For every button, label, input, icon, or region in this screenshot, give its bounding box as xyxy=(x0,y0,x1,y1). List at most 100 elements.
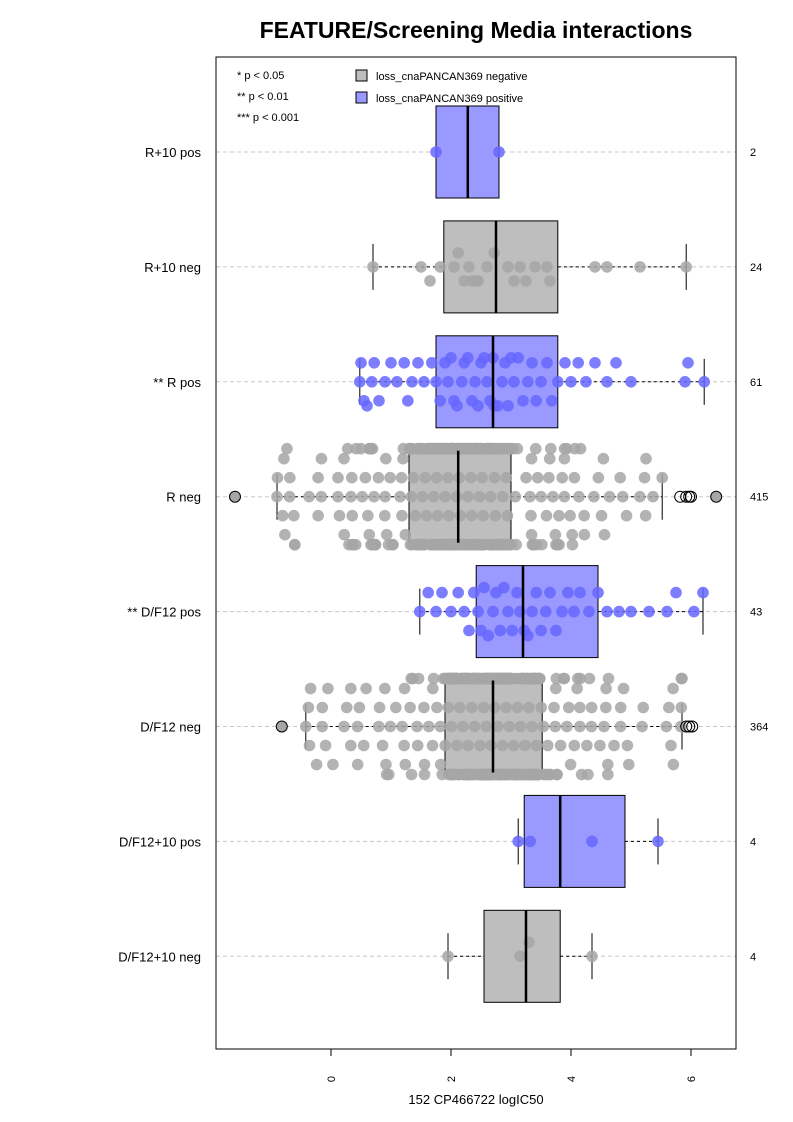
data-point xyxy=(300,720,312,733)
group-counts: 2 24 61 415 43 364 4 4 xyxy=(750,147,768,963)
data-point xyxy=(442,509,455,522)
data-point xyxy=(578,509,590,522)
data-point xyxy=(385,357,397,369)
data-point xyxy=(566,528,578,541)
data-point xyxy=(372,471,385,484)
data-point xyxy=(422,586,435,599)
data-point xyxy=(367,261,379,273)
data-point xyxy=(548,701,560,714)
data-point xyxy=(688,605,700,618)
data-point xyxy=(526,720,538,733)
data-point xyxy=(448,261,460,273)
data-point xyxy=(676,672,688,685)
outlier-point xyxy=(683,720,696,733)
data-point xyxy=(583,605,595,618)
data-point xyxy=(288,509,300,522)
data-point xyxy=(511,701,524,714)
data-point xyxy=(574,672,586,685)
data-point xyxy=(574,701,586,714)
data-point xyxy=(353,701,366,714)
legend-label: loss_cnaPANCAN369 negative xyxy=(376,71,527,83)
data-point xyxy=(366,442,379,455)
data-point xyxy=(426,357,438,369)
data-point xyxy=(625,376,637,388)
data-point xyxy=(634,490,646,503)
data-point xyxy=(340,701,353,714)
data-point xyxy=(439,490,451,503)
data-point xyxy=(640,452,652,465)
data-point xyxy=(636,720,648,733)
data-point xyxy=(510,538,522,551)
data-point xyxy=(434,261,447,273)
data-point xyxy=(398,682,411,695)
data-point xyxy=(315,490,328,503)
data-point xyxy=(396,720,408,733)
data-point xyxy=(436,586,448,599)
plot-frame xyxy=(215,56,737,1050)
group-count: 4 xyxy=(750,836,756,848)
data-point xyxy=(319,739,332,752)
data-point xyxy=(564,509,576,522)
data-point xyxy=(316,701,329,714)
data-point xyxy=(434,720,447,733)
data-point xyxy=(478,352,490,364)
data-point xyxy=(380,758,392,771)
data-point xyxy=(451,739,463,752)
data-point xyxy=(315,452,328,465)
data-point xyxy=(398,739,410,752)
data-point xyxy=(361,400,373,412)
data-point xyxy=(487,605,499,618)
data-point xyxy=(312,471,324,484)
significance-legend-entry: *** p < 0.001 xyxy=(237,112,299,124)
data-point xyxy=(488,471,501,484)
data-point xyxy=(578,528,591,541)
data-point xyxy=(550,624,562,637)
data-point xyxy=(500,701,513,714)
data-point xyxy=(601,261,613,273)
data-point xyxy=(614,471,626,484)
data-point xyxy=(369,538,382,551)
data-point xyxy=(476,471,489,484)
data-point xyxy=(465,471,477,484)
data-point xyxy=(525,528,538,541)
data-point xyxy=(304,682,317,695)
outlier-point xyxy=(680,720,693,733)
data-point xyxy=(422,720,435,733)
data-point xyxy=(656,471,668,484)
data-point xyxy=(670,586,682,599)
data-point xyxy=(531,471,544,484)
data-point xyxy=(525,509,537,522)
x-tick-label: 4 xyxy=(566,1076,578,1082)
data-point xyxy=(349,538,362,551)
data-point xyxy=(333,509,346,522)
data-point xyxy=(530,395,542,407)
data-point xyxy=(356,490,369,503)
data-point xyxy=(376,739,389,752)
data-point xyxy=(445,720,458,733)
data-point xyxy=(271,490,283,503)
x-tick-label: 6 xyxy=(686,1076,698,1082)
data-point xyxy=(562,586,574,599)
boxes xyxy=(276,105,705,1003)
data-point xyxy=(427,682,439,695)
data-point xyxy=(595,509,608,522)
outlier-point xyxy=(680,490,693,503)
x-axis-label: 152 CP466722 logIC50 xyxy=(408,1092,543,1107)
data-point xyxy=(493,146,505,158)
data-point xyxy=(602,768,614,781)
data-point xyxy=(660,720,673,733)
data-point xyxy=(594,739,606,752)
data-point xyxy=(530,739,543,752)
significance-legend-entry: * p < 0.05 xyxy=(237,70,284,82)
data-point xyxy=(620,509,633,522)
data-point xyxy=(541,357,553,369)
data-point xyxy=(496,376,508,388)
data-point xyxy=(484,490,497,503)
data-point xyxy=(391,376,403,388)
data-point xyxy=(462,739,474,752)
data-point xyxy=(540,509,553,522)
data-point xyxy=(481,261,493,273)
data-point xyxy=(520,275,532,287)
data-point xyxy=(355,357,367,369)
